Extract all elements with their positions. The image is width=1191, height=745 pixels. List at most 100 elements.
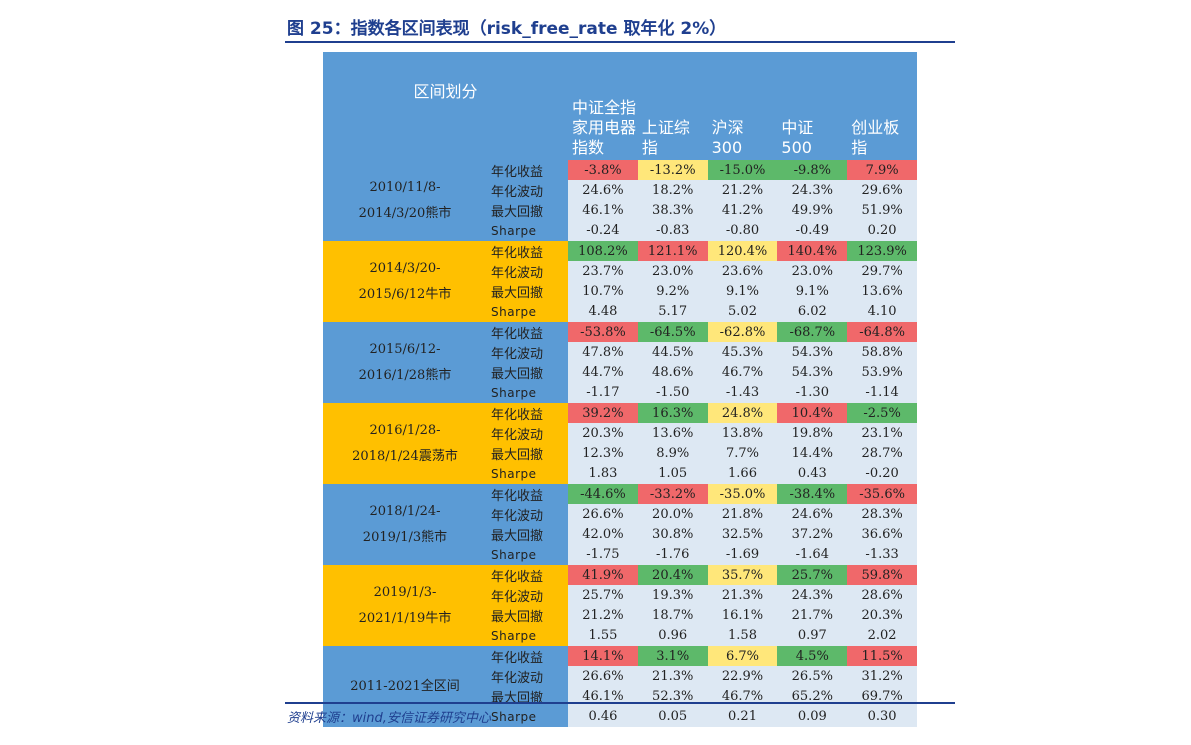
value-cell-sse-composite: 44.5% (637, 342, 708, 363)
value-cell-csi300: 35.7% (707, 565, 778, 586)
value-cell-csi500: -9.8% (777, 160, 848, 181)
metric-label-annual-return: 年化收益 (487, 565, 569, 586)
metric-label-max-drawdown: 最大回撤 (487, 443, 569, 464)
value-cell-csi300: 45.3% (707, 342, 778, 363)
value-cell-sse-composite: 38.3% (637, 200, 708, 221)
table-row: 最大回撤 44.7% 48.6% 46.7% 54.3% 53.9% (323, 362, 917, 383)
value-cell-csi300: 120.4% (707, 241, 778, 262)
value-cell-csi300: 16.1% (707, 605, 778, 626)
table-row: 2010/11/8- 2014/3/20熊市 年化收益 -3.8% -13.2% -15… (323, 160, 917, 241)
figure-title: 图 25：指数各区间表现（risk_free_rate 取年化 2%） (287, 19, 727, 39)
value-cell-chinext: 58.8% (847, 342, 917, 363)
period-label: 2015/6/12- 2016/1/28熊市 (323, 322, 487, 403)
column-header-chinext: 创业板 指 (847, 52, 917, 160)
value-cell-csi500: 49.9% (777, 200, 848, 221)
table-row: 年化波动 26.6% 21.3% 22.9% 26.5% 31.2% (323, 666, 917, 687)
value-cell-sse-composite: 1.05 (637, 463, 708, 484)
value-cell-csi300: 22.9% (707, 666, 778, 687)
value-cell-sse-composite: 48.6% (637, 362, 708, 383)
value-cell-csi500: 4.5% (777, 646, 848, 667)
metric-label-max-drawdown: 最大回撤 (487, 362, 569, 383)
metric-label-max-drawdown: 最大回撤 (487, 281, 569, 302)
metric-label-annual-volatility: 年化波动 (487, 180, 569, 201)
metric-label-annual-return: 年化收益 (487, 322, 569, 343)
value-cell-appliance: 108.2% (568, 241, 638, 262)
value-cell-sse-composite: 0.05 (637, 706, 708, 727)
value-cell-csi500: 9.1% (777, 281, 848, 302)
value-cell-csi500: -1.30 (777, 382, 848, 403)
value-cell-sse-composite: 18.2% (637, 180, 708, 201)
table-row: 最大回撤 46.1% 52.3% 46.7% 65.2% 69.7% (323, 686, 917, 707)
metric-label-annual-volatility: 年化波动 (487, 585, 569, 606)
value-cell-csi500: 10.4% (777, 403, 848, 424)
value-cell-csi300: 32.5% (707, 524, 778, 545)
value-cell-csi300: 46.7% (707, 686, 778, 707)
value-cell-csi500: 19.8% (777, 423, 848, 444)
value-cell-appliance: 44.7% (568, 362, 638, 383)
column-header-appliance: 中证全指 家用电器 指数 (568, 52, 638, 160)
value-cell-chinext: 53.9% (847, 362, 917, 383)
period-label: 2019/1/3- 2021/1/19牛市 (323, 565, 487, 646)
value-cell-appliance: 42.0% (568, 524, 638, 545)
value-cell-sse-composite: 9.2% (637, 281, 708, 302)
metric-label-annual-return: 年化收益 (487, 160, 569, 181)
value-cell-csi500: -1.64 (777, 544, 848, 565)
value-cell-csi500: -38.4% (777, 484, 848, 505)
period-label: 2010/11/8- 2014/3/20熊市 (323, 160, 487, 241)
value-cell-csi500: 23.0% (777, 261, 848, 282)
value-cell-sse-composite: 20.4% (637, 565, 708, 586)
value-cell-csi500: 0.43 (777, 463, 848, 484)
value-cell-chinext: 29.6% (847, 180, 917, 201)
value-cell-sse-composite: 5.17 (637, 301, 708, 322)
value-cell-csi300: -35.0% (707, 484, 778, 505)
value-cell-chinext: 123.9% (847, 241, 917, 262)
value-cell-csi500: 24.6% (777, 504, 848, 525)
column-header-csi500: 中证 500 (777, 52, 848, 160)
table-row: 年化波动 23.7% 23.0% 23.6% 23.0% 29.7% (323, 261, 917, 282)
metric-label-annual-return: 年化收益 (487, 241, 569, 262)
value-cell-appliance: 41.9% (568, 565, 638, 586)
value-cell-appliance: 4.48 (568, 301, 638, 322)
value-cell-sse-composite: 19.3% (637, 585, 708, 606)
value-cell-csi500: 24.3% (777, 180, 848, 201)
value-cell-csi300: 7.7% (707, 443, 778, 464)
value-cell-csi300: -62.8% (707, 322, 778, 343)
metric-label-sharpe: Sharpe (487, 706, 569, 727)
period-label: 2016/1/28- 2018/1/24震荡市 (323, 403, 487, 484)
value-cell-chinext: -1.33 (847, 544, 917, 565)
value-cell-csi300: 9.1% (707, 281, 778, 302)
value-cell-chinext: 23.1% (847, 423, 917, 444)
value-cell-appliance: 20.3% (568, 423, 638, 444)
value-cell-sse-composite: -64.5% (637, 322, 708, 343)
period-label: 2011-2021全区间 (323, 646, 487, 727)
table-row: Sharpe 1.83 1.05 1.66 0.43 -0.20 (323, 463, 917, 484)
value-cell-sse-composite: 52.3% (637, 686, 708, 707)
value-cell-appliance: 23.7% (568, 261, 638, 282)
value-cell-csi300: 5.02 (707, 301, 778, 322)
title-rule (285, 41, 955, 43)
value-cell-appliance: 10.7% (568, 281, 638, 302)
value-cell-sse-composite: -13.2% (637, 160, 708, 181)
table-body: 2010/11/8- 2014/3/20熊市 年化收益 -3.8% -13.2% -15… (323, 160, 917, 727)
table-row: 年化波动 26.6% 20.0% 21.8% 24.6% 28.3% (323, 504, 917, 525)
value-cell-csi300: 21.8% (707, 504, 778, 525)
table-row: Sharpe -0.24 -0.83 -0.80 -0.49 0.20 (323, 220, 917, 241)
value-cell-chinext: 28.6% (847, 585, 917, 606)
value-cell-sse-composite: -33.2% (637, 484, 708, 505)
value-cell-chinext: 2.02 (847, 625, 917, 646)
value-cell-appliance: -44.6% (568, 484, 638, 505)
value-cell-appliance: 26.6% (568, 666, 638, 687)
value-cell-chinext: 28.3% (847, 504, 917, 525)
value-cell-csi300: 23.6% (707, 261, 778, 282)
table-row: Sharpe 1.55 0.96 1.58 0.97 2.02 (323, 625, 917, 646)
value-cell-sse-composite: -1.76 (637, 544, 708, 565)
value-cell-csi300: 21.2% (707, 180, 778, 201)
value-cell-appliance: -53.8% (568, 322, 638, 343)
value-cell-csi300: 46.7% (707, 362, 778, 383)
value-cell-sse-composite: -1.50 (637, 382, 708, 403)
value-cell-appliance: 46.1% (568, 200, 638, 221)
value-cell-chinext: 31.2% (847, 666, 917, 687)
period-column-header: 区间划分 (323, 52, 569, 160)
value-cell-appliance: -3.8% (568, 160, 638, 181)
metric-label-max-drawdown: 最大回撤 (487, 200, 569, 221)
